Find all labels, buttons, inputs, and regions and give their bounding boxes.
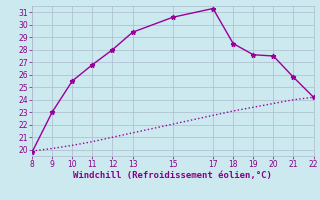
- X-axis label: Windchill (Refroidissement éolien,°C): Windchill (Refroidissement éolien,°C): [73, 171, 272, 180]
